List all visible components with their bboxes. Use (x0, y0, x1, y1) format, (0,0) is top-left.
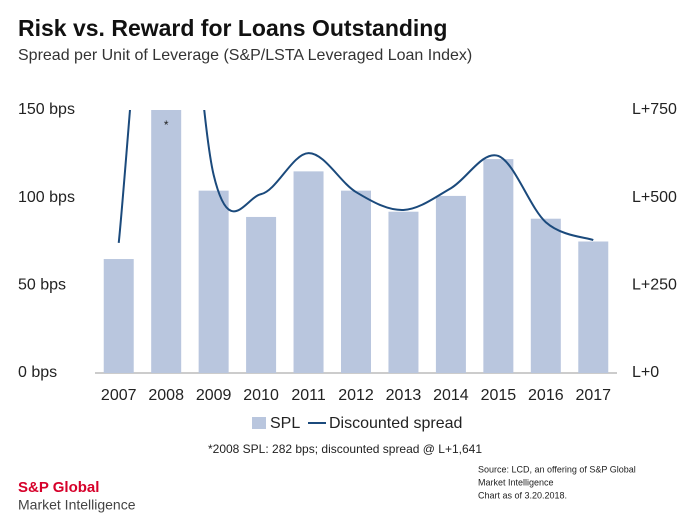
x-tick-label: 2014 (433, 387, 469, 404)
bar (103, 259, 134, 373)
x-tick-label: 2011 (291, 387, 326, 404)
y2-tick-label: L+500 (632, 189, 677, 206)
chart-subtitle: Spread per Unit of Leverage (S&P/LSTA Le… (18, 47, 472, 64)
y-tick-label: 0 bps (18, 364, 57, 381)
x-tick-label: 2010 (243, 387, 279, 404)
logo-division: Market Intelligence (18, 497, 136, 513)
logo-brand: S&P Global (18, 479, 99, 496)
y-tick-label: 50 bps (18, 277, 66, 294)
bar (483, 159, 514, 373)
bar (198, 190, 229, 373)
chart-title: Risk vs. Reward for Loans Outstanding (18, 15, 447, 41)
y-tick-label: 100 bps (18, 189, 75, 206)
x-tick-label: 2008 (148, 387, 184, 404)
legend-label: SPL (270, 415, 300, 432)
bar (530, 218, 561, 373)
x-tick-label: 2012 (338, 387, 374, 404)
line (117, 110, 594, 244)
source: Source: LCD, an offering of S&P Global (478, 464, 636, 474)
source: Chart as of 3.20.2018. (478, 490, 567, 500)
bar (435, 195, 466, 373)
bar (341, 190, 371, 373)
x-tick-label: 2015 (481, 387, 517, 404)
y2-tick-label: L+0 (632, 364, 659, 381)
x-tick-label: 2007 (101, 387, 137, 404)
legend-swatch (252, 417, 266, 429)
bar (388, 211, 419, 373)
legend-label: Discounted spread (329, 415, 462, 432)
bar (578, 241, 609, 373)
bar (293, 171, 324, 373)
y2-tick-label: L+250 (632, 277, 677, 294)
x-tick-label: 2017 (575, 387, 611, 404)
y-tick-label: 150 bps (18, 101, 75, 118)
x-tick-label: 2016 (528, 387, 564, 404)
bar (246, 216, 277, 373)
x-tick-label: 2009 (196, 387, 232, 404)
source: Market Intelligence (478, 477, 554, 487)
y2-tick-label: L+750 (632, 101, 677, 118)
bar (151, 110, 182, 373)
x-tick-label: 2013 (386, 387, 422, 404)
annotation: * (164, 118, 169, 132)
footnote: *2008 SPL: 282 bps; discounted spread @ … (208, 442, 482, 456)
